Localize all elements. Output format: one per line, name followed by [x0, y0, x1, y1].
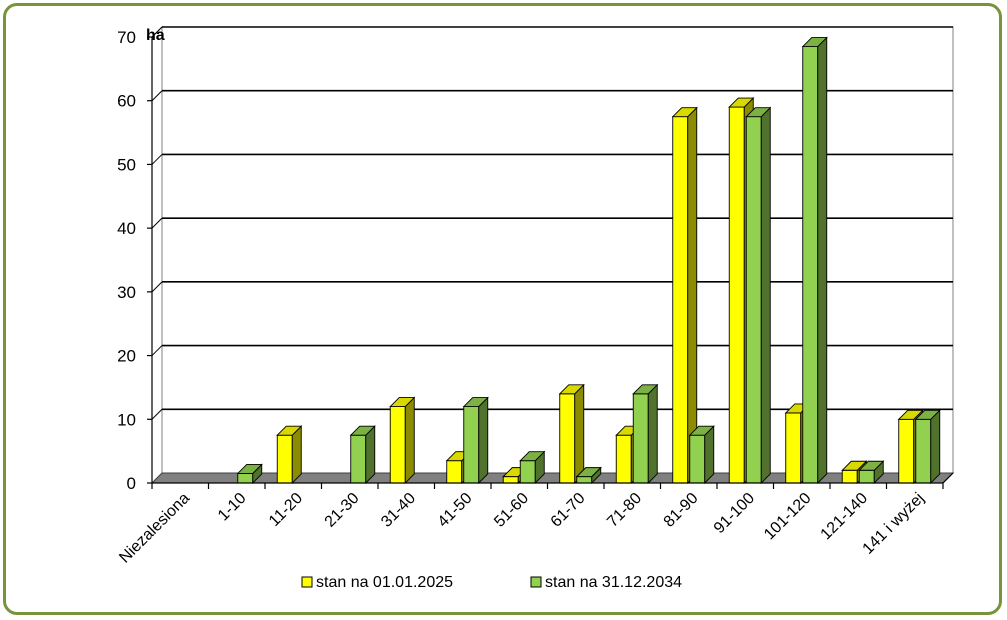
legend-swatch	[301, 576, 313, 588]
gridline-side	[151, 154, 163, 165]
floor	[150, 472, 955, 484]
gridline-side	[151, 408, 163, 420]
legend-swatch	[530, 576, 542, 588]
bar	[349, 425, 376, 485]
y-tick-label: 30	[117, 283, 136, 302]
gridline-side	[151, 90, 163, 102]
unit-label: ha	[146, 27, 165, 44]
y-tick-label: 0	[127, 474, 136, 493]
bar	[389, 396, 416, 485]
bar	[858, 460, 885, 485]
x-tick-label: 81-90	[661, 490, 702, 531]
gridline-side	[151, 345, 163, 356]
bars	[236, 36, 941, 485]
x-tick-label: 71-80	[604, 490, 645, 531]
bar	[671, 106, 698, 485]
y-tick-labels: 0 10 20 30 40 50 60 70	[117, 28, 136, 493]
bar	[558, 383, 585, 485]
x-tick-label: 21-30	[322, 490, 363, 531]
legend-entry: stan na 31.12.2034	[530, 574, 682, 591]
y-tick-label: 60	[117, 92, 136, 111]
x-tick-label: Niezalesiona	[116, 490, 193, 567]
legend-entry: stan na 01.01.2025	[301, 574, 453, 591]
bar	[914, 409, 941, 485]
x-tick-label: 121-140	[818, 490, 872, 544]
gridline-side	[151, 217, 163, 229]
axes	[147, 36, 954, 489]
gridline-side	[151, 26, 163, 38]
y-tick-label: 10	[117, 410, 136, 429]
x-tick-label: 91-100	[711, 490, 758, 537]
y-tick-label: 20	[117, 347, 136, 366]
x-tick-label: 31-40	[378, 490, 419, 531]
x-tick-label: 11-20	[266, 490, 306, 530]
y-tick-label: 40	[117, 219, 136, 238]
bar	[801, 36, 828, 485]
bar	[688, 425, 715, 485]
x-tick-label: 51-60	[491, 490, 532, 531]
y-tick-label: 70	[117, 28, 136, 47]
legend: stan na 01.01.2025 stan na 31.12.2034	[301, 574, 682, 591]
bar	[462, 396, 489, 485]
x-tick-label: 141 i wyżej	[860, 490, 928, 558]
x-tick-label: 101-120	[761, 490, 815, 544]
bar	[519, 450, 546, 485]
bar	[632, 383, 659, 485]
chart-walls	[151, 25, 954, 485]
legend-label: stan na 01.01.2025	[316, 574, 453, 591]
bar	[745, 106, 772, 485]
x-tick-label: 41-50	[435, 490, 476, 531]
y-tick-label: 50	[117, 155, 136, 174]
bar	[236, 463, 263, 485]
x-tick-label: 1-10	[215, 490, 250, 525]
x-tick-label: 61-70	[548, 490, 589, 531]
gridline-side	[151, 281, 163, 293]
x-tick-labels: Niezalesiona 1-10 11-20 21-30 31-40 41-50 51-6…	[116, 490, 927, 567]
back-wall	[161, 26, 954, 474]
bar	[276, 425, 303, 485]
chart-floor	[150, 472, 955, 484]
legend-label: stan na 31.12.2034	[545, 574, 682, 591]
